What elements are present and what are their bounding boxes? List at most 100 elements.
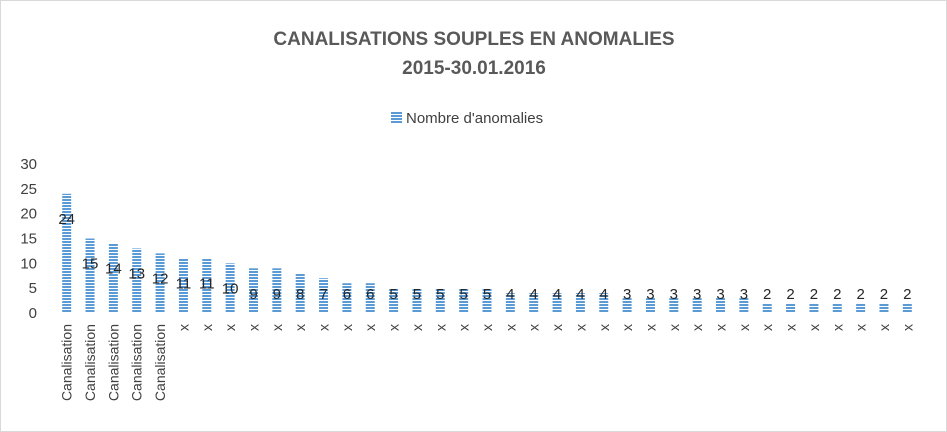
bar [85, 238, 95, 313]
bar [716, 298, 726, 313]
category-label: x [479, 324, 495, 331]
category-label: x [409, 324, 425, 331]
data-label: 24 [58, 211, 75, 228]
data-label: 5 [459, 286, 467, 303]
bar [786, 303, 796, 313]
bar [762, 303, 772, 313]
bar [575, 293, 585, 313]
data-label: 6 [366, 286, 374, 303]
data-label: 2 [810, 286, 818, 303]
category-label: x [362, 324, 378, 331]
y-tick-label: 5 [29, 280, 37, 297]
category-label: Canalisation [59, 324, 75, 401]
category-label: x [222, 324, 238, 331]
bar [202, 258, 212, 313]
bar [412, 288, 422, 313]
data-label: 4 [530, 286, 538, 303]
data-label: 9 [249, 286, 257, 303]
bar [692, 298, 702, 313]
data-label: 6 [343, 286, 351, 303]
category-label: x [899, 324, 915, 331]
bar [739, 298, 749, 313]
category-label: x [736, 324, 752, 331]
category-label: x [269, 324, 285, 331]
category-label: x [456, 324, 472, 331]
bar [622, 298, 632, 313]
bar [155, 253, 165, 313]
category-label: x [689, 324, 705, 331]
category-label: x [339, 324, 355, 331]
y-tick-label: 0 [29, 305, 37, 322]
data-label: 7 [319, 286, 327, 303]
category-label: x [853, 324, 869, 331]
category-labels: Canalisation Canalisation Canalisation Cana… [59, 324, 916, 401]
category-label: Canalisation [82, 324, 98, 401]
bar [272, 268, 282, 313]
category-label: x [292, 324, 308, 331]
y-tick-label: 10 [20, 255, 37, 272]
category-label: Canalisation [105, 324, 121, 401]
data-label: 12 [152, 270, 169, 287]
data-label: 4 [600, 286, 608, 303]
bar [295, 273, 305, 313]
data-label: 3 [740, 286, 748, 303]
bar [879, 303, 889, 313]
bar [435, 288, 445, 313]
bar [365, 283, 375, 313]
data-label: 2 [880, 286, 888, 303]
category-label: x [806, 324, 822, 331]
data-label: 10 [222, 280, 239, 297]
y-tick-label: 20 [20, 206, 37, 223]
data-label: 13 [128, 265, 145, 282]
y-tick-label: 15 [20, 231, 37, 248]
bar [342, 283, 352, 313]
bar [62, 193, 72, 313]
data-label: 9 [273, 286, 281, 303]
data-label: 4 [506, 286, 514, 303]
bar [389, 288, 399, 313]
bar [319, 278, 329, 313]
bar [248, 268, 258, 313]
category-label: Canalisation [129, 324, 145, 401]
category-label: x [666, 324, 682, 331]
category-label: x [175, 324, 191, 331]
y-axis: 0 5 10 15 20 25 30 [20, 156, 37, 322]
chart-title-line-2: 2015-30.01.2016 [402, 58, 546, 79]
category-label: x [316, 324, 332, 331]
bar [645, 298, 655, 313]
data-label: 4 [576, 286, 584, 303]
category-label: x [245, 324, 261, 331]
y-tick-label: 30 [20, 156, 37, 173]
data-label: 4 [553, 286, 561, 303]
data-label: 5 [389, 286, 397, 303]
category-label: x [199, 324, 215, 331]
bar [599, 293, 609, 313]
data-label: 3 [670, 286, 678, 303]
bar [529, 293, 539, 313]
bar [902, 303, 912, 313]
data-label: 3 [623, 286, 631, 303]
data-label: 3 [646, 286, 654, 303]
bar [178, 258, 188, 313]
category-label: x [876, 324, 892, 331]
data-label: 3 [693, 286, 701, 303]
bar [552, 293, 562, 313]
category-label: x [619, 324, 635, 331]
bar [505, 293, 515, 313]
legend-label: Nombre d'anomalies [406, 110, 543, 127]
data-label: 2 [786, 286, 794, 303]
legend: Nombre d'anomalies [391, 110, 543, 127]
data-label: 3 [716, 286, 724, 303]
data-label: 8 [296, 286, 304, 303]
bar [459, 288, 469, 313]
bar [669, 298, 679, 313]
data-label: 2 [903, 286, 911, 303]
chart-title-line-1: CANALISATIONS SOUPLES EN ANOMALIES [273, 29, 674, 50]
data-label: 5 [436, 286, 444, 303]
bar [482, 288, 492, 313]
category-label: x [713, 324, 729, 331]
bar [809, 303, 819, 313]
